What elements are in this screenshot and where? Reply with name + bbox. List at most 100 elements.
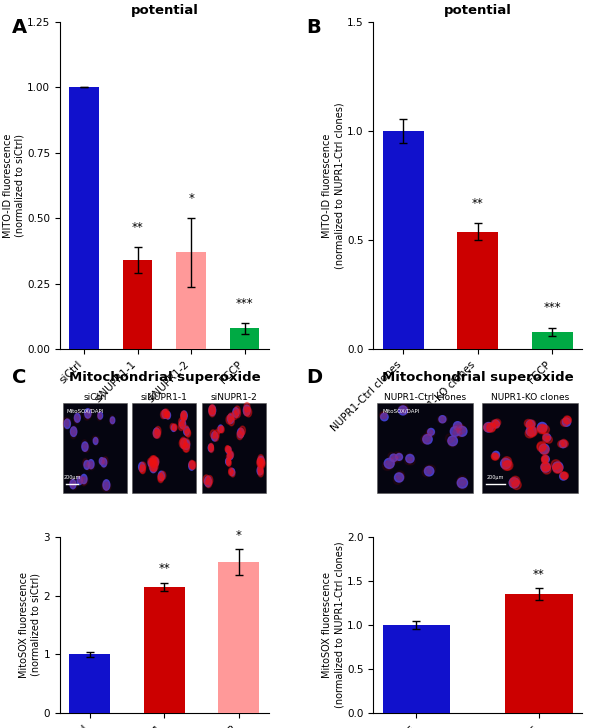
Circle shape	[166, 412, 170, 419]
Circle shape	[210, 430, 216, 438]
Circle shape	[98, 412, 103, 419]
Text: MitoSOX/DAPI: MitoSOX/DAPI	[66, 408, 104, 414]
Circle shape	[81, 477, 86, 486]
Circle shape	[88, 460, 93, 469]
Text: Mitochondrial superoxide: Mitochondrial superoxide	[68, 371, 260, 384]
Circle shape	[503, 461, 513, 470]
Circle shape	[427, 430, 433, 435]
Circle shape	[209, 405, 215, 415]
Circle shape	[391, 456, 398, 463]
Circle shape	[541, 463, 550, 472]
Y-axis label: MitoSOX fluorescence
(normalized to siCtrl): MitoSOX fluorescence (normalized to siCt…	[19, 572, 41, 678]
Circle shape	[173, 424, 177, 430]
Circle shape	[258, 454, 263, 463]
Bar	[383, 625, 450, 713]
Circle shape	[71, 426, 77, 435]
Circle shape	[87, 461, 92, 470]
Circle shape	[561, 472, 568, 480]
Circle shape	[183, 443, 188, 452]
Circle shape	[85, 411, 91, 419]
Circle shape	[458, 476, 467, 486]
Circle shape	[179, 439, 185, 448]
Circle shape	[179, 418, 184, 426]
Circle shape	[560, 472, 567, 480]
Circle shape	[189, 460, 194, 469]
Circle shape	[244, 405, 250, 416]
Text: **: **	[472, 197, 484, 210]
Circle shape	[209, 405, 215, 416]
Circle shape	[99, 459, 103, 465]
Circle shape	[110, 419, 114, 425]
Circle shape	[386, 457, 395, 467]
Circle shape	[453, 428, 462, 437]
Circle shape	[85, 408, 91, 418]
Text: 200μm: 200μm	[63, 475, 80, 480]
Circle shape	[384, 459, 394, 468]
Circle shape	[529, 427, 538, 436]
Circle shape	[150, 459, 156, 467]
Circle shape	[217, 427, 221, 433]
Circle shape	[396, 454, 403, 460]
Circle shape	[439, 417, 446, 424]
Circle shape	[509, 478, 518, 487]
Circle shape	[542, 456, 549, 463]
Circle shape	[492, 420, 500, 428]
Circle shape	[428, 429, 434, 435]
Circle shape	[397, 472, 404, 481]
Circle shape	[165, 412, 170, 419]
Circle shape	[110, 417, 115, 424]
Circle shape	[220, 427, 224, 433]
Bar	[383, 131, 424, 349]
Circle shape	[140, 462, 146, 470]
Circle shape	[229, 417, 235, 426]
Circle shape	[558, 440, 565, 447]
Circle shape	[160, 471, 166, 480]
Circle shape	[562, 440, 568, 447]
Circle shape	[228, 451, 233, 459]
Circle shape	[454, 422, 461, 430]
Circle shape	[181, 440, 187, 449]
Circle shape	[400, 404, 408, 412]
Circle shape	[158, 474, 163, 483]
Circle shape	[451, 427, 460, 436]
Circle shape	[541, 425, 550, 434]
Circle shape	[213, 432, 219, 441]
Circle shape	[226, 446, 231, 454]
Circle shape	[209, 446, 214, 453]
Circle shape	[235, 406, 240, 415]
Circle shape	[542, 455, 548, 462]
Text: *: *	[236, 529, 242, 542]
Circle shape	[162, 409, 167, 417]
Text: B: B	[306, 18, 321, 37]
Circle shape	[259, 458, 265, 467]
Circle shape	[441, 416, 448, 422]
Y-axis label: MitoSOX fluorescence
(normalized to NUPR1-Ctrl clones): MitoSOX fluorescence (normalized to NUPR…	[322, 542, 344, 708]
Circle shape	[540, 446, 549, 455]
Circle shape	[502, 461, 511, 470]
Circle shape	[227, 459, 231, 466]
Bar	[63, 403, 127, 493]
Bar	[70, 654, 110, 713]
Circle shape	[448, 437, 457, 446]
Circle shape	[152, 462, 158, 471]
Circle shape	[65, 418, 71, 427]
Text: C: C	[12, 368, 26, 387]
Bar	[532, 332, 572, 349]
Circle shape	[84, 461, 90, 470]
Circle shape	[380, 413, 388, 421]
Circle shape	[101, 458, 107, 467]
Circle shape	[149, 459, 154, 466]
Circle shape	[74, 414, 79, 422]
Circle shape	[487, 424, 496, 432]
Circle shape	[562, 418, 571, 427]
Circle shape	[494, 419, 500, 426]
Circle shape	[83, 459, 88, 467]
Circle shape	[526, 426, 536, 436]
Circle shape	[230, 470, 235, 477]
Circle shape	[457, 478, 466, 487]
Text: 200μm: 200μm	[487, 475, 504, 480]
Circle shape	[257, 464, 263, 472]
Bar	[70, 87, 99, 349]
Circle shape	[180, 438, 187, 446]
Circle shape	[227, 460, 231, 467]
